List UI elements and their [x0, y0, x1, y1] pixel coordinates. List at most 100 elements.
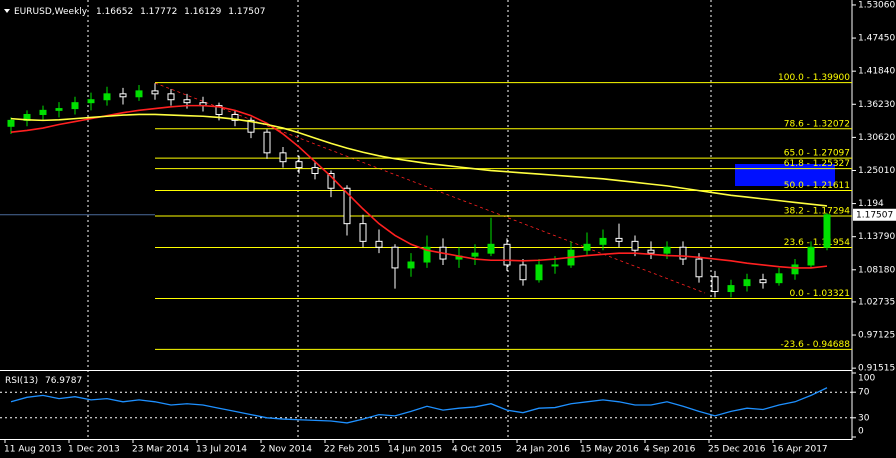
- candle-body: [663, 246, 671, 254]
- y-tick-label: 0.91515: [858, 364, 895, 374]
- vertical-grid: [87, 0, 712, 439]
- x-tick-label: 4 Sep 2016: [644, 445, 696, 455]
- rsi-tick-label: 100: [858, 374, 875, 384]
- x-tick-label: 16 Apr 2017: [772, 445, 828, 455]
- candle-body: [343, 187, 351, 225]
- y-tick-label: 1.36230: [858, 100, 895, 110]
- symbol: EURUSD,Weekly: [14, 7, 88, 17]
- rectangle-object: [735, 164, 835, 186]
- x-tick-label: 22 Feb 2015: [324, 445, 380, 455]
- candle-body: [231, 113, 239, 121]
- candle-body: [279, 152, 287, 163]
- candle-body: [183, 99, 191, 104]
- candle-body: [135, 90, 143, 98]
- candle-body: [519, 264, 527, 281]
- candle-body: [103, 93, 111, 101]
- rsi-tick-label: 0: [858, 427, 864, 437]
- candle-body: [503, 243, 511, 266]
- candle-body: [471, 252, 479, 257]
- y-tick-label: 1.194: [858, 199, 884, 209]
- candle-body: [791, 264, 799, 275]
- candle-body: [39, 109, 47, 115]
- candle-body: [167, 93, 175, 101]
- candle-body: [151, 90, 159, 95]
- candle-body: [71, 102, 79, 110]
- open: 1.16652: [96, 7, 133, 17]
- candle-body: [407, 261, 415, 269]
- low: 1.16129: [184, 7, 221, 17]
- candle-body: [263, 131, 271, 154]
- fib-label: 100.0 - 1.39900: [778, 73, 850, 83]
- candle-body: [599, 237, 607, 245]
- candle-body: [535, 264, 543, 281]
- y-tick-label: 1.02735: [858, 297, 895, 307]
- candle-body: [247, 119, 255, 133]
- y-tick-label: 1.25010: [858, 166, 895, 176]
- chart-header: EURUSD,Weekly 1.16652 1.17772 1.16129 1.…: [14, 7, 265, 17]
- candle-body: [759, 279, 767, 284]
- y-tick-label: 1.13790: [858, 232, 895, 242]
- fib-label: 50.0 - 1.21611: [784, 181, 850, 191]
- high: 1.17772: [140, 7, 177, 17]
- candle-body: [551, 264, 559, 267]
- x-tick-label: 1 Dec 2013: [68, 445, 120, 455]
- current-price-tag: [853, 208, 896, 221]
- close: 1.17507: [228, 7, 265, 17]
- candle-body: [7, 119, 15, 127]
- candle-body: [311, 167, 319, 174]
- fib-label: -23.6 - 0.94688: [781, 340, 851, 350]
- candle-body: [423, 246, 431, 263]
- x-tick-label: 11 Aug 2013: [4, 445, 62, 455]
- x-tick-label: 15 May 2016: [580, 445, 639, 455]
- y-tick-label: 1.08180: [858, 265, 895, 275]
- candle-body: [727, 285, 735, 293]
- x-tick-label: 2 Nov 2014: [260, 445, 312, 455]
- candle-body: [679, 246, 687, 260]
- rsi-value: 76.9787: [45, 376, 82, 386]
- candle-body: [295, 161, 303, 169]
- y-tick-label: 1.47450: [858, 34, 895, 44]
- fib-label: 38.2 - 1.17294: [784, 207, 850, 217]
- candle-body: [487, 243, 495, 254]
- x-tick-label: 13 Jul 2014: [196, 445, 247, 455]
- candle-body: [359, 223, 367, 242]
- candle-body: [823, 214, 831, 248]
- candle-body: [807, 246, 815, 266]
- fib-label: 61.8 - 1.25327: [784, 159, 850, 169]
- candle-body: [391, 246, 399, 269]
- y-tick-label: 1.53060: [858, 0, 895, 10]
- candle-body: [215, 105, 223, 115]
- candle-body: [743, 279, 751, 287]
- candle-body: [775, 273, 783, 284]
- candle-body: [583, 243, 591, 251]
- rsi-line: [10, 387, 828, 424]
- candle-body: [711, 276, 719, 293]
- x-tick-label: 14 Jun 2015: [388, 445, 442, 455]
- candle-body: [631, 240, 639, 251]
- x-tick-label: 4 Oct 2015: [452, 445, 502, 455]
- x-tick-label: 24 Jan 2016: [516, 445, 570, 455]
- trend-line: [154, 82, 706, 294]
- candle-body: [375, 240, 383, 248]
- rsi-tick-label: 70: [858, 388, 870, 398]
- fib-label: 78.6 - 1.32072: [784, 119, 850, 129]
- menu-triangle: [4, 9, 10, 13]
- x-tick-label: 23 Mar 2014: [132, 445, 189, 455]
- candle-body: [119, 93, 127, 98]
- candle-body: [327, 172, 335, 189]
- y-tick-label: 0.97125: [858, 331, 895, 341]
- fib-label: 0.0 - 1.03321: [790, 289, 851, 299]
- candle-body: [55, 108, 63, 111]
- moving-average: [10, 113, 828, 207]
- candle-body: [615, 237, 623, 242]
- y-tick-label: 1.30620: [858, 133, 895, 143]
- moving-average: [10, 104, 828, 269]
- rsi-tick-label: 30: [858, 413, 870, 423]
- fib-label: 23.6 - 1.11954: [784, 238, 850, 248]
- rsi-header: RSI(13) 76.9787: [5, 376, 82, 386]
- current-price-label: 1.17507: [856, 210, 893, 220]
- x-tick-label: 25 Dec 2016: [708, 445, 766, 455]
